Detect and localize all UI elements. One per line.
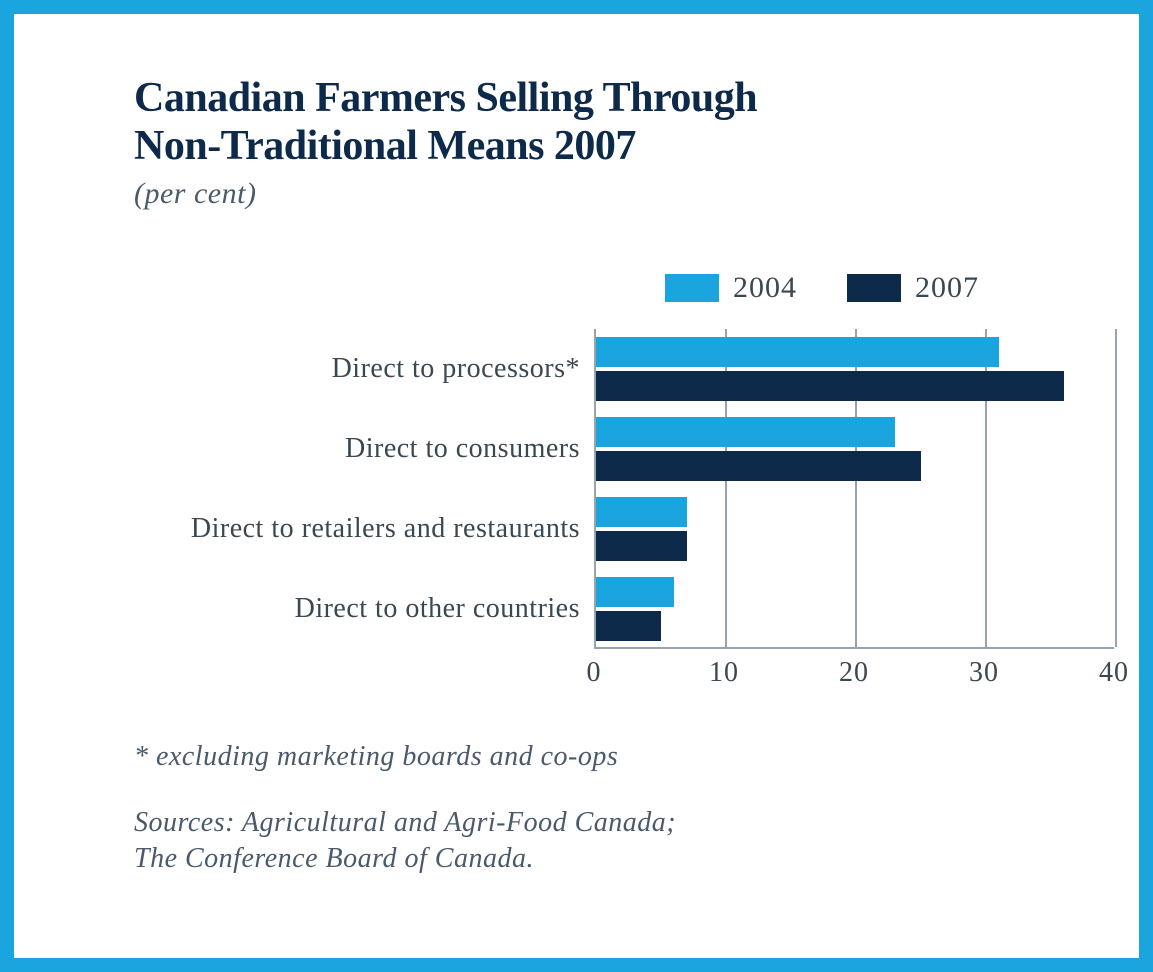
bar-2007 [596, 611, 661, 641]
legend-item-2007: 2007 [847, 271, 979, 305]
plot: Direct to processors* Direct to consumers… [134, 329, 1039, 701]
content-area: Canadian Farmers Selling Through Non-Tra… [54, 54, 1099, 877]
legend-label-2004: 2004 [733, 271, 797, 305]
gridline [1115, 329, 1117, 647]
title-line-1: Canadian Farmers Selling Through [134, 75, 757, 121]
sources: Sources: Agricultural and Agri-Food Cana… [134, 805, 1039, 878]
category-label: Direct to retailers and restaurants [134, 515, 594, 543]
sources-line-2: The Conference Board of Canada. [134, 843, 534, 874]
category-label: Direct to consumers [134, 435, 594, 463]
x-tick-label: 10 [709, 657, 739, 689]
chart-card: Canadian Farmers Selling Through Non-Tra… [0, 0, 1153, 972]
bar-2004 [596, 337, 999, 367]
chart-container: 2004 2007 Direct to processors*Direct to… [134, 271, 1039, 701]
bar-2004 [596, 497, 687, 527]
x-tick-label: 40 [1099, 657, 1129, 689]
bar-2004 [596, 417, 895, 447]
chart-subtitle: (per cent) [134, 177, 1039, 211]
category-label: Direct to processors* [134, 355, 594, 383]
bar-2007 [596, 531, 687, 561]
chart-title: Canadian Farmers Selling Through Non-Tra… [134, 74, 1039, 171]
x-tick-label: 20 [839, 657, 869, 689]
legend-label-2007: 2007 [915, 271, 979, 305]
bar-2004 [596, 577, 674, 607]
sources-line-1: Sources: Agricultural and Agri-Food Cana… [134, 807, 676, 838]
bar-2007 [596, 371, 1064, 401]
legend-swatch-2007 [847, 274, 901, 302]
footnote: * excluding marketing boards and co-ops [134, 741, 1039, 773]
category-label: Direct to other countries [134, 595, 594, 623]
plot-area [594, 329, 1114, 649]
legend-item-2004: 2004 [665, 271, 797, 305]
legend-swatch-2004 [665, 274, 719, 302]
title-line-2: Non-Traditional Means 2007 [134, 123, 636, 169]
legend: 2004 2007 [665, 271, 979, 305]
bar-2007 [596, 451, 921, 481]
x-tick-label: 30 [969, 657, 999, 689]
x-tick-label: 0 [587, 657, 602, 689]
